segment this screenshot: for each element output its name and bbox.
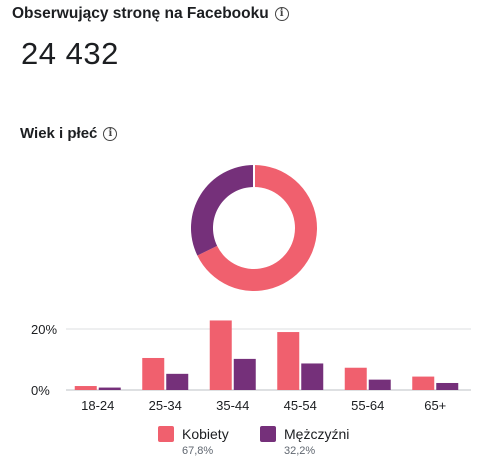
chart-legend: Kobiety 67,8% Mężczyźni 32,2% [0,426,483,466]
bar-women-65+[interactable] [412,376,435,390]
followers-count: 24 432 [21,36,119,71]
page-title: Obserwujący stronę na Facebooku [12,5,269,22]
section-title: Wiek i płeć [20,125,98,142]
age-bar-chart: 0% 20% 18-24 25-34 35-44 45-54 55-64 65+ [31,320,471,413]
x-tick-label: 18-24 [81,398,114,413]
legend-swatch-women [158,426,174,442]
bar-women-25-34[interactable] [142,357,165,390]
bar-men-65+[interactable] [436,382,459,390]
bar-men-25-34[interactable] [166,373,189,390]
y-tick-label: 0% [31,383,50,398]
legend-label-women: Kobiety [182,426,229,442]
bar-men-18-24[interactable] [98,387,121,390]
bar-women-55-64[interactable] [344,367,367,390]
page-followers-header: Obserwujący stronę na Facebooku i [12,5,289,23]
bar-women-45-54[interactable] [277,332,300,390]
legend-percent-men: 32,2% [284,445,316,457]
bar-men-55-64[interactable] [368,379,391,390]
age-gender-section-header: Wiek i płeć i [20,125,118,142]
x-tick-label: 25-34 [149,398,182,413]
legend-item-men: Mężczyźni 32,2% [260,426,349,457]
legend-percent-women: 67,8% [182,445,214,457]
donut-slice-men[interactable] [190,165,254,256]
donut-slice-women[interactable] [197,165,317,292]
bar-women-18-24[interactable] [74,386,97,390]
x-tick-label: 35-44 [216,398,249,413]
x-tick-label: 55-64 [351,398,384,413]
bar-men-35-44[interactable] [233,358,256,390]
legend-swatch-men [260,426,276,442]
bar-men-45-54[interactable] [301,363,324,390]
legend-item-women: Kobiety 67,8% [158,426,229,457]
x-tick-label: 45-54 [284,398,317,413]
legend-label-men: Mężczyźni [284,426,350,442]
x-tick-label: 65+ [424,398,446,413]
info-icon[interactable]: i [274,7,289,21]
y-tick-label: 20% [31,322,57,337]
gender-donut-chart [190,165,317,292]
bar-women-35-44[interactable] [209,320,232,390]
info-icon[interactable]: i [103,126,118,141]
